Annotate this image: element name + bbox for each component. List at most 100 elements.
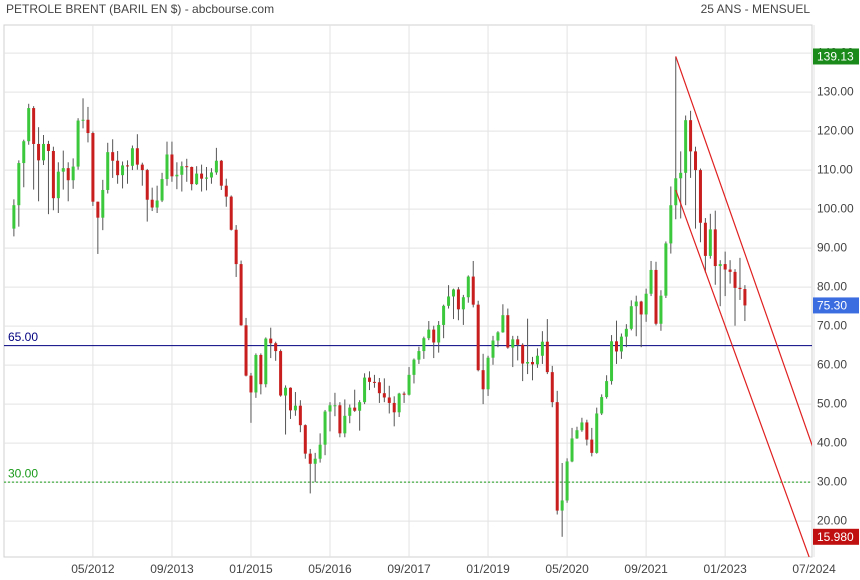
candle-body	[402, 393, 406, 395]
candle-body	[219, 160, 223, 186]
candle-body	[649, 269, 653, 294]
candle-body	[412, 359, 416, 375]
candle-body	[308, 453, 312, 464]
candle-body	[624, 328, 628, 337]
candle-body	[580, 422, 584, 431]
candle-body	[451, 289, 455, 297]
candle-body	[140, 164, 144, 171]
candle-body	[392, 402, 396, 413]
candle-body	[570, 438, 574, 462]
candle-body	[669, 205, 673, 244]
candle-body	[674, 178, 678, 206]
candle-body	[545, 341, 549, 373]
x-tick-label: 01/2019	[466, 562, 510, 576]
candle-body	[723, 264, 727, 270]
level-label: 30.00	[8, 466, 38, 480]
candle-body	[427, 329, 431, 339]
candle-body	[145, 170, 149, 200]
candle-body	[694, 151, 698, 171]
x-tick-label: 09/2017	[387, 562, 431, 576]
candle-body	[575, 430, 579, 439]
x-tick-label: 05/2016	[308, 562, 352, 576]
candle-body	[254, 354, 258, 393]
candle-body	[51, 150, 55, 199]
x-tick-label: 05/2020	[545, 562, 589, 576]
candle-body	[728, 269, 732, 272]
candle-body	[743, 289, 747, 306]
candle-body	[56, 171, 60, 199]
candle-body	[333, 405, 337, 407]
x-tick-label: 07/2024	[792, 562, 836, 576]
candle-body	[368, 377, 372, 382]
candle-body	[125, 165, 129, 167]
candle-body	[303, 425, 307, 454]
candle-body	[46, 143, 50, 151]
candle-body	[32, 108, 36, 144]
x-tick-label: 09/2021	[624, 562, 668, 576]
candle-body	[733, 271, 737, 288]
level-label: 65.00	[8, 330, 38, 344]
candle-body	[590, 439, 594, 453]
candle-body	[274, 343, 278, 352]
candle-body	[358, 402, 362, 411]
candle-body	[214, 160, 218, 173]
candle-body	[372, 381, 376, 383]
candle-body	[348, 407, 352, 416]
candle-body	[363, 377, 367, 403]
candle-body	[466, 276, 470, 298]
candle-body	[387, 397, 391, 403]
candle-body	[689, 120, 693, 152]
candle-body	[185, 166, 189, 168]
candle-body	[293, 405, 297, 411]
candle-body	[37, 143, 41, 161]
candle-body	[629, 306, 633, 329]
candle-body	[659, 295, 663, 324]
y-tick-label: 60.00	[817, 357, 847, 371]
candle-body	[338, 405, 342, 434]
candle-body	[397, 393, 401, 413]
candle-body	[535, 355, 539, 365]
candle-body	[259, 354, 263, 385]
candle-body	[284, 387, 288, 396]
candle-body	[496, 332, 500, 341]
candle-body	[66, 168, 70, 181]
candle-body	[249, 375, 253, 393]
candle-body	[437, 324, 441, 343]
candle-body	[550, 372, 554, 403]
candle-body	[96, 201, 100, 218]
y-tick-label: 90.00	[817, 240, 847, 254]
candle-body	[506, 315, 510, 348]
candle-body	[195, 173, 199, 185]
y-tick-label: 110.00	[817, 162, 853, 176]
candle-body	[486, 357, 490, 390]
candle-body	[703, 222, 707, 256]
x-tick-label: 01/2015	[229, 562, 273, 576]
candle-body	[200, 173, 204, 179]
price-marker-label: 75.30	[817, 299, 847, 313]
price-marker	[813, 297, 859, 314]
price-marker	[813, 48, 859, 65]
candle-body	[738, 287, 742, 290]
candle-body	[288, 387, 292, 411]
candle-body	[713, 229, 717, 267]
plot-frame	[3, 24, 813, 558]
candle-body	[234, 229, 238, 265]
x-tick-label: 01/2023	[703, 562, 747, 576]
candle-body	[17, 163, 21, 206]
candle-body	[644, 293, 648, 315]
candle-body	[22, 141, 26, 164]
candle-body	[209, 172, 213, 178]
y-tick-label: 30.00	[817, 474, 847, 488]
candle-body	[481, 370, 485, 390]
candle-body	[456, 289, 460, 310]
candle-body	[91, 133, 95, 202]
candle-body	[382, 393, 386, 398]
candle-body	[101, 189, 105, 218]
candle-body	[12, 205, 16, 229]
candle-body	[264, 338, 268, 385]
candle-body	[585, 422, 589, 440]
candle-body	[605, 381, 609, 398]
candle-body	[205, 177, 209, 179]
